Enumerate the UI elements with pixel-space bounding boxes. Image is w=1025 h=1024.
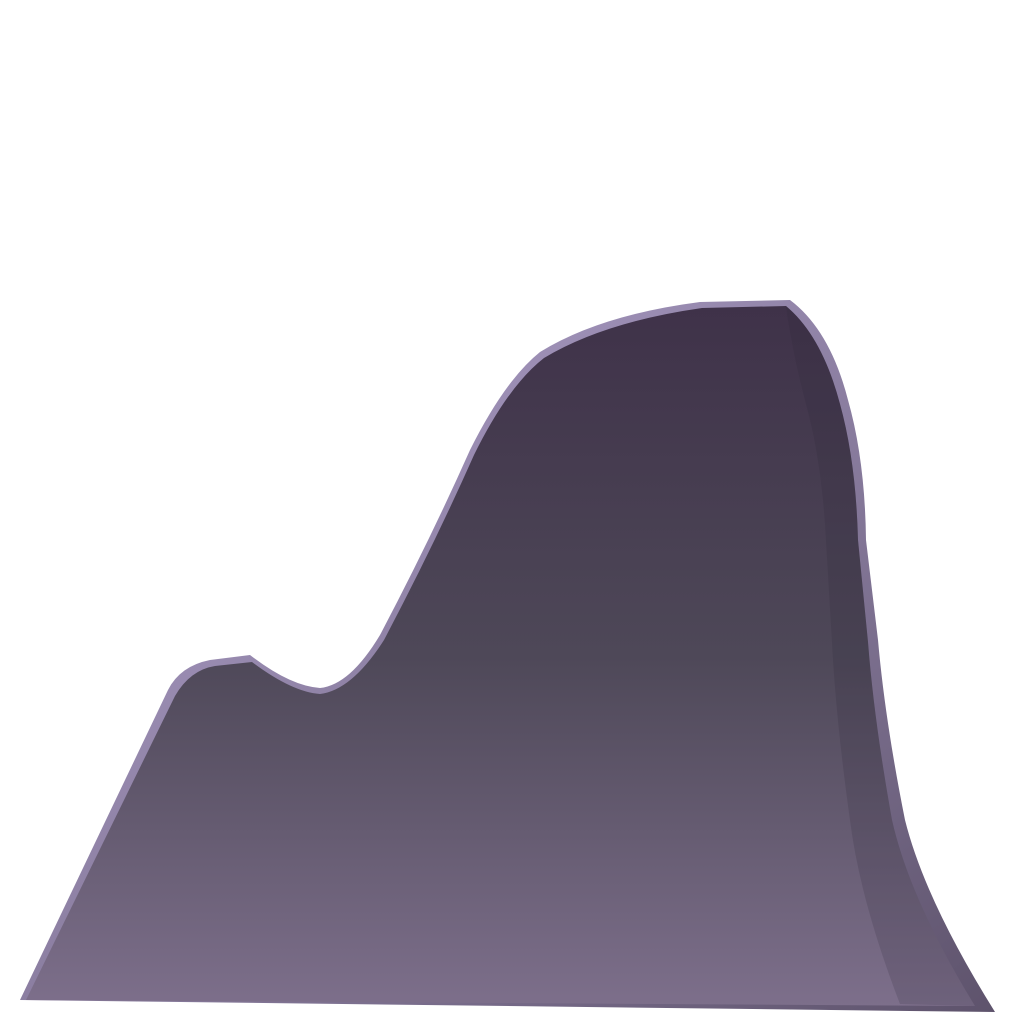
rock-side-shadow [786,306,975,1006]
rock-body [26,306,975,1006]
